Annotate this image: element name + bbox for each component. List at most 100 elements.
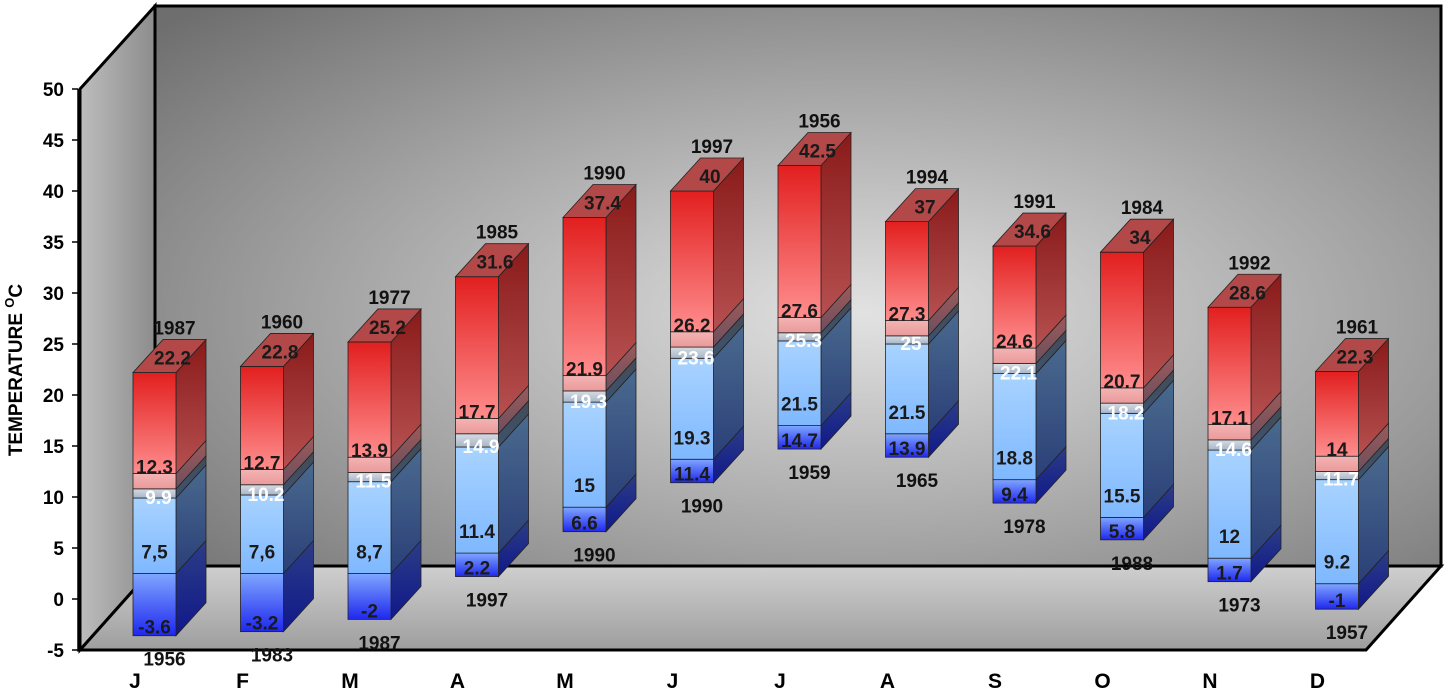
x-tick-label-1: F xyxy=(236,670,249,690)
bar-8-top xyxy=(992,212,1067,247)
y-axis-title: TEMPERATURE OC xyxy=(2,284,27,457)
bar-2-low-to-mean-front xyxy=(347,481,392,574)
high-mid-label-1: 12.7 xyxy=(244,453,281,474)
y-axis: -5 0 5 10 15 20 25 30 35 40 45 50 xyxy=(43,80,79,662)
bar-9-top xyxy=(1099,218,1175,253)
bar-4 xyxy=(562,183,637,533)
value-labels: 22.2 1987 12.3 9.9 7,5 -3.6 1956 22.8 1960 12.7 10… xyxy=(136,112,1379,671)
low-mid-label-9: 15.5 xyxy=(1104,486,1141,507)
mean-label-4: 19.3 xyxy=(570,392,607,413)
max-year-label-2: 1977 xyxy=(368,288,410,309)
low-mid-label-2: 8,7 xyxy=(356,543,382,564)
x-tick-label-9: O xyxy=(1094,670,1110,690)
min-year-label-3: 1997 xyxy=(466,591,508,612)
mean-label-8: 22.1 xyxy=(1000,364,1037,385)
x-tick-label-4: M xyxy=(556,670,574,690)
x-tick-label-5: J xyxy=(667,670,679,690)
bar-7-top xyxy=(884,188,960,223)
y-tick-label-10: 45 xyxy=(43,131,65,152)
min-year-label-10: 1973 xyxy=(1218,596,1260,617)
bar-2-top xyxy=(347,308,422,343)
bar-10-upper-to-max-front xyxy=(1207,306,1252,425)
min-value-label-9: 5.8 xyxy=(1109,522,1135,543)
low-mid-label-3: 11.4 xyxy=(459,522,495,543)
high-mid-label-8: 24.6 xyxy=(996,332,1033,353)
bar-9 xyxy=(1099,218,1175,541)
bar-10-top xyxy=(1207,273,1282,308)
bar-4-upper-to-max-front xyxy=(562,217,607,377)
low-mid-label-1: 7,6 xyxy=(249,543,275,564)
bar-8-low-to-mean-front xyxy=(992,373,1037,481)
bar-1 xyxy=(239,332,315,633)
bar-8 xyxy=(992,212,1067,505)
mean-label-0: 9.9 xyxy=(145,488,171,509)
bar-0 xyxy=(132,338,207,637)
x-tick-label-8: S xyxy=(988,670,1002,690)
high-mid-label-11: 14 xyxy=(1326,440,1348,461)
max-value-label-2: 25.2 xyxy=(369,318,406,339)
mean-label-11: 11.7 xyxy=(1323,470,1359,491)
mean-label-6: 25.3 xyxy=(785,331,822,352)
min-value-label-8: 9.4 xyxy=(1001,485,1028,506)
min-year-label-11: 1957 xyxy=(1326,623,1368,644)
y-tick-label-6: 25 xyxy=(43,335,65,356)
bar-0-upper-to-max-front xyxy=(132,372,177,474)
bar-11 xyxy=(1314,337,1390,611)
max-value-label-9: 34 xyxy=(1129,228,1151,249)
max-year-label-1: 1960 xyxy=(261,312,303,333)
y-tick-label-8: 35 xyxy=(43,233,65,254)
y-tick-label-9: 40 xyxy=(43,182,64,203)
mean-label-7: 25 xyxy=(900,334,922,355)
low-mid-label-5: 19.3 xyxy=(674,428,711,449)
bar-4-low-to-mean-front xyxy=(562,401,607,508)
bar-1-low-to-mean-front xyxy=(240,494,284,574)
bar-1-upper-to-max-front xyxy=(240,366,284,470)
min-value-label-5: 11.4 xyxy=(674,465,710,486)
min-value-label-3: 2.2 xyxy=(464,559,490,580)
y-tick-label-4: 15 xyxy=(43,437,65,458)
mean-label-5: 23.6 xyxy=(678,348,715,369)
low-mid-label-7: 21.5 xyxy=(889,403,926,424)
max-value-label-4: 37.4 xyxy=(584,194,621,215)
y-tick-label-1: 0 xyxy=(53,590,64,611)
bar-3-top xyxy=(454,243,530,278)
min-value-label-4: 6.6 xyxy=(571,514,597,535)
bar-2 xyxy=(347,307,422,621)
x-tick-label-6: J xyxy=(774,670,786,690)
bar-11-min-to-low-front xyxy=(1315,583,1359,610)
y-tick-label-5: 20 xyxy=(43,386,64,407)
min-value-label-2: -2 xyxy=(361,601,378,622)
min-year-label-2: 1987 xyxy=(358,633,400,654)
max-year-label-10: 1992 xyxy=(1228,253,1270,274)
y-tick-label-0: -5 xyxy=(47,641,64,662)
max-year-label-3: 1985 xyxy=(476,223,519,244)
y-axis-title-text: TEMPERATURE xyxy=(6,313,27,456)
min-value-label-11: -1 xyxy=(1329,591,1346,612)
high-mid-label-9: 20.7 xyxy=(1104,372,1141,393)
bar-2-upper-to-max-front xyxy=(347,341,392,458)
min-value-label-0: -3.6 xyxy=(138,618,171,639)
max-year-label-8: 1991 xyxy=(1013,192,1056,213)
min-year-label-4: 1990 xyxy=(573,546,615,567)
high-mid-label-10: 17.1 xyxy=(1211,409,1248,430)
low-mid-label-4: 15 xyxy=(574,476,596,497)
max-year-label-4: 1990 xyxy=(583,164,625,185)
bar-6-top xyxy=(777,132,852,166)
max-value-label-3: 31.6 xyxy=(477,253,514,274)
bar-5-upper-to-max-front xyxy=(670,190,714,333)
low-mid-label-0: 7,5 xyxy=(141,543,168,564)
max-value-label-11: 22.3 xyxy=(1337,348,1374,369)
bar-6-upper-to-max-front xyxy=(777,165,822,318)
bar-3-low-to-mean-front xyxy=(455,446,499,554)
bar-11-low-to-mean-front xyxy=(1315,479,1359,585)
bar-6 xyxy=(777,131,852,451)
bar-1-top xyxy=(239,333,315,367)
y-tick-label-3: 10 xyxy=(43,488,64,509)
max-year-label-9: 1984 xyxy=(1121,198,1164,219)
max-year-label-11: 1961 xyxy=(1336,318,1379,339)
bar-6-low-to-mean-front xyxy=(777,340,822,427)
min-year-label-5: 1990 xyxy=(681,497,723,518)
high-mid-label-4: 21.9 xyxy=(566,360,603,381)
